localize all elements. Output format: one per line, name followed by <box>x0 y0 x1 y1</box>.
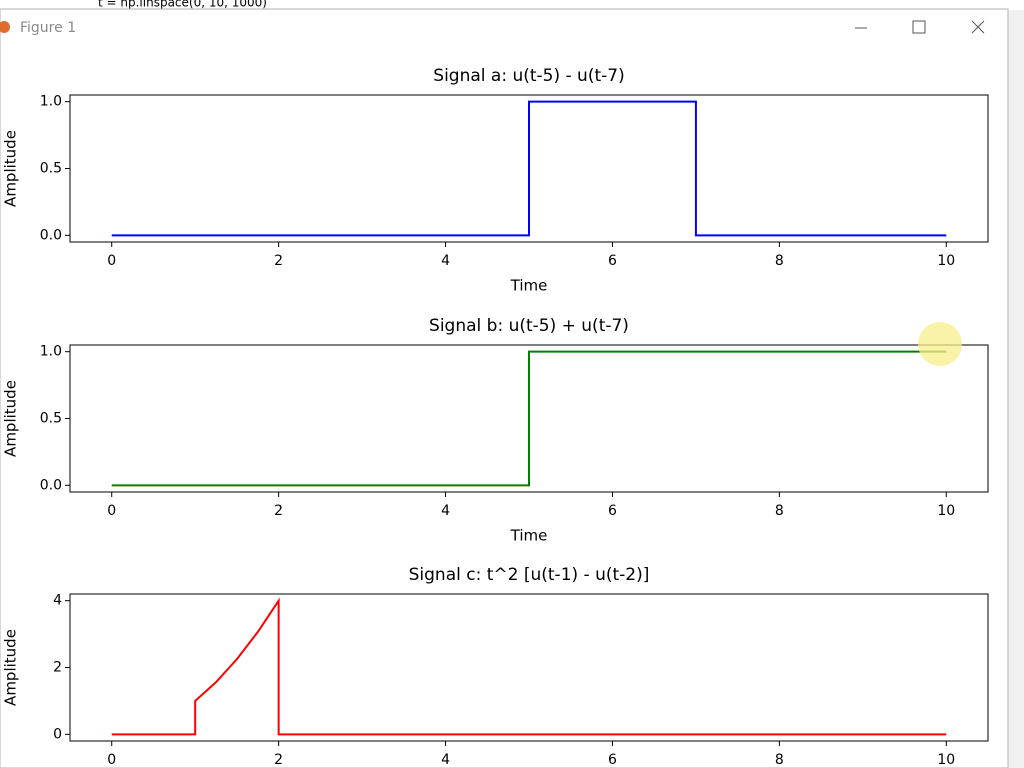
axes-frame <box>69 344 989 493</box>
x-tick-label: 2 <box>274 503 283 519</box>
x-axis-label: Time <box>510 277 548 295</box>
x-tick-label: 0 <box>107 503 116 519</box>
signal-line <box>111 350 947 487</box>
y-tick-label: 2 <box>53 660 62 676</box>
y-tick-label: 4 <box>53 593 62 609</box>
app-icon <box>0 21 10 33</box>
x-tick-label: 4 <box>441 752 450 768</box>
chart-title: Signal c: t^2 [u(t-1) - u(t-2)] <box>409 565 650 585</box>
x-tick-label: 4 <box>441 253 450 269</box>
axes-frame <box>69 593 989 742</box>
signal-line <box>111 597 947 736</box>
y-tick-label: 0.5 <box>40 411 62 427</box>
axes-frame <box>69 94 989 243</box>
charts: Signal a: u(t-5) - u(t-7) 0 2 4 6 8 10 0.0 0.5 1.… <box>2 66 989 768</box>
window-title: Figure 1 <box>20 20 76 36</box>
x-tick-label: 10 <box>937 253 955 269</box>
close-button[interactable] <box>971 20 985 34</box>
x-tick-label: 6 <box>608 503 617 519</box>
y-axis-label: Amplitude <box>2 629 20 706</box>
x-tick-label: 8 <box>775 752 784 768</box>
maximize-button[interactable] <box>912 20 926 34</box>
x-tick-label: 8 <box>775 503 784 519</box>
y-tick-label: 1.0 <box>40 344 62 360</box>
cursor-highlight <box>918 322 962 366</box>
x-tick-label: 6 <box>608 752 617 768</box>
y-axis-label: Amplitude <box>2 380 20 457</box>
x-tick-label: 10 <box>937 752 955 768</box>
y-tick-label: 0.5 <box>40 161 62 177</box>
x-axis-label: Time <box>510 527 548 545</box>
x-tick-label: 2 <box>274 752 283 768</box>
x-tick-label: 10 <box>937 503 955 519</box>
y-tick-label: 0.0 <box>40 227 62 243</box>
editor-text: t = np.linspace(0, 10, 1000) <box>98 0 267 10</box>
signal-line <box>111 100 947 237</box>
x-tick-label: 6 <box>608 253 617 269</box>
editor-strip <box>0 0 1024 10</box>
chart-title: Signal a: u(t-5) - u(t-7) <box>433 66 624 86</box>
chart-title: Signal b: u(t-5) + u(t-7) <box>429 316 629 336</box>
x-tick-label: 2 <box>274 253 283 269</box>
y-axis-label: Amplitude <box>2 130 20 207</box>
y-tick-label: 0.0 <box>40 477 62 493</box>
x-tick-label: 0 <box>107 752 116 768</box>
x-tick-label: 4 <box>441 503 450 519</box>
window <box>0 8 1009 768</box>
x-tick-label: 0 <box>107 253 116 269</box>
y-tick-label: 0 <box>53 726 62 742</box>
y-tick-label: 1.0 <box>40 94 62 110</box>
x-tick-label: 8 <box>775 253 784 269</box>
